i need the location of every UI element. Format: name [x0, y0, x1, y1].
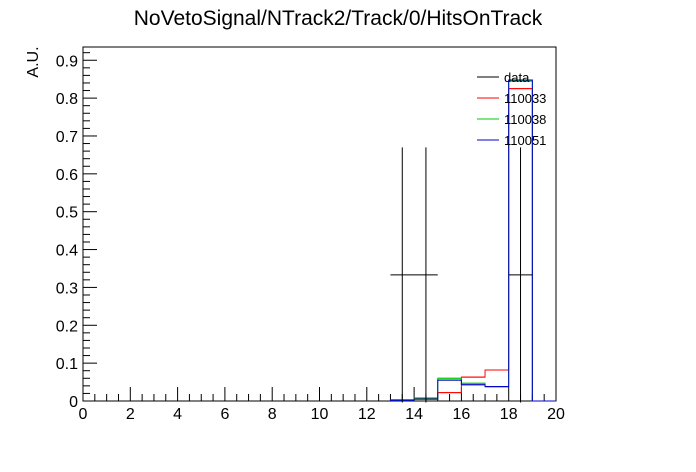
x-tick-label: 16 [453, 406, 471, 423]
x-tick-label: 2 [126, 406, 135, 423]
y-tick-label: 0.6 [56, 167, 78, 184]
x-tick-label: 6 [220, 406, 229, 423]
legend-label-110033: 110033 [504, 91, 546, 106]
x-tick-label: 12 [358, 406, 376, 423]
y-tick-label: 0.5 [56, 205, 78, 222]
chart-title: NoVetoSignal/NTrack2/Track/0/HitsOnTrack [134, 7, 543, 30]
x-tick-label: 4 [173, 406, 182, 423]
y-tick-label: 0.3 [56, 280, 78, 297]
x-axis-ticks: 0 2 4 6 8 10 12 14 16 18 20 [79, 387, 565, 423]
y-axis-title: A.U. [25, 46, 42, 77]
x-tick-label: 14 [405, 406, 423, 423]
y-tick-label: 0.2 [56, 318, 78, 335]
legend-label-110051: 110051 [504, 133, 546, 148]
legend: data 110033 110038 110051 [477, 70, 546, 148]
legend-label-data: data [504, 70, 530, 85]
y-axis-ticks: 0 0.1 0.2 0.3 0.4 0.5 0.6 0.7 0.8 0.9 [56, 52, 97, 411]
y-tick-label: 0.7 [56, 129, 78, 146]
series-110038-histogram [389, 80, 556, 402]
plot-border [82, 46, 557, 402]
y-tick-label: 0.4 [56, 243, 78, 260]
series-110051-histogram [389, 79, 556, 402]
legend-label-110038: 110038 [504, 112, 546, 127]
y-tick-label: 0.9 [56, 53, 78, 70]
series-layer [389, 79, 556, 402]
data-points-layer [390, 147, 533, 403]
x-tick-label: 0 [79, 406, 88, 423]
plot-frame [82, 46, 557, 402]
x-tick-label: 18 [500, 406, 518, 423]
y-tick-label: 0.8 [56, 91, 78, 108]
y-tick-label: 0 [69, 394, 78, 411]
x-tick-label: 20 [547, 406, 565, 423]
x-tick-label: 8 [268, 406, 277, 423]
y-tick-label: 0.1 [56, 356, 78, 373]
x-tick-label: 10 [311, 406, 329, 423]
